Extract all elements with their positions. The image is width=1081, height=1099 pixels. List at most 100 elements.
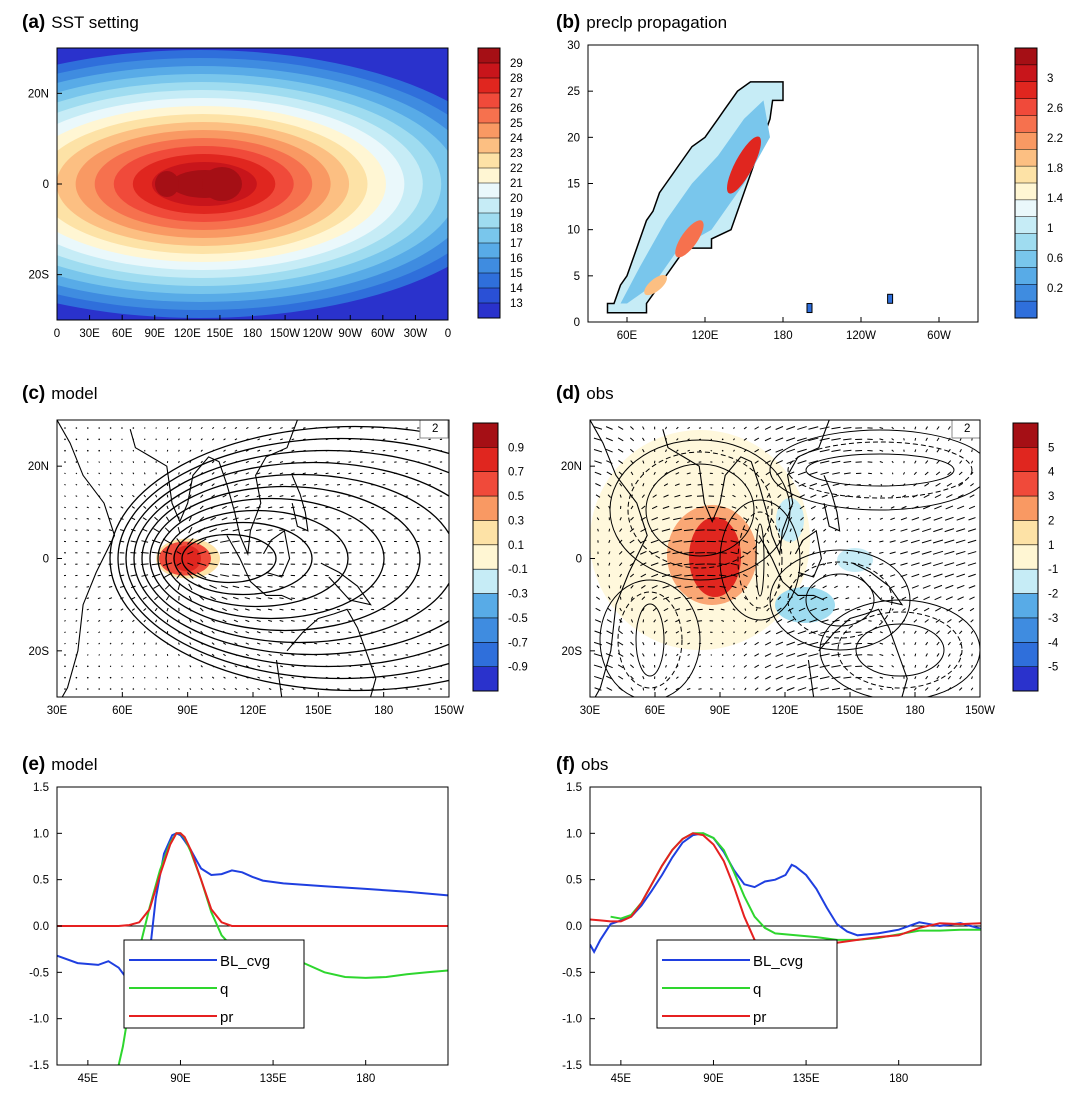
coastline xyxy=(850,420,851,421)
anomaly-contour xyxy=(635,603,665,677)
wind-vector xyxy=(302,608,307,611)
wind-vector xyxy=(936,653,940,657)
colorbar-swatch xyxy=(473,471,498,497)
wind-vector xyxy=(653,483,657,487)
colorbar-swatch xyxy=(1015,115,1037,133)
wind-vector xyxy=(891,483,894,486)
wind-vector xyxy=(935,482,941,487)
wind-vector xyxy=(246,687,249,691)
wind-vector xyxy=(630,516,634,521)
anomaly-contour xyxy=(117,437,449,680)
wind-vector xyxy=(891,631,894,634)
wind-vector xyxy=(901,596,907,600)
wind-vector xyxy=(189,676,192,679)
wind-vector xyxy=(650,562,659,566)
wind-vector xyxy=(64,676,66,679)
wind-vector xyxy=(819,426,830,430)
wind-vector xyxy=(946,619,952,623)
legend-label: q xyxy=(220,981,228,998)
wind-vector xyxy=(121,654,123,656)
wind-vector xyxy=(98,642,101,645)
wind-vector xyxy=(675,642,679,645)
wind-vector xyxy=(933,584,943,589)
wind-vector xyxy=(778,517,781,521)
wind-vector xyxy=(879,574,884,577)
wind-vector xyxy=(808,426,819,430)
wind-vector xyxy=(958,619,963,623)
wind-vector xyxy=(808,460,819,464)
wind-vector xyxy=(687,665,690,668)
wind-vector xyxy=(970,460,974,464)
colorbar-label: -5 xyxy=(1048,662,1058,674)
wind-vector xyxy=(313,495,318,497)
wind-vector xyxy=(664,471,668,475)
wind-vector xyxy=(178,630,180,634)
wind-vector xyxy=(630,596,634,600)
wind-vector xyxy=(245,472,250,475)
wind-vector xyxy=(880,483,883,486)
wind-vector xyxy=(891,653,895,657)
wind-vector xyxy=(187,562,194,566)
wind-vector xyxy=(607,494,611,498)
wind-vector xyxy=(280,438,283,441)
wind-vector xyxy=(685,597,693,600)
wind-vector xyxy=(75,449,78,452)
wind-vector xyxy=(97,586,101,588)
wind-vector xyxy=(914,664,917,668)
wind-vector xyxy=(596,585,600,589)
wind-vector xyxy=(686,631,691,634)
wind-vector xyxy=(809,607,817,612)
wind-vector xyxy=(665,449,667,453)
colorbar-label: 23 xyxy=(510,148,523,160)
wind-vector xyxy=(652,607,657,612)
wind-vector xyxy=(211,619,216,623)
wind-vector xyxy=(786,687,795,691)
wind-vector xyxy=(733,653,735,657)
wind-vector xyxy=(808,630,818,635)
wind-vector xyxy=(786,641,796,646)
wind-vector xyxy=(786,437,796,442)
wind-vector xyxy=(255,540,262,543)
wind-vector xyxy=(684,574,694,577)
wind-vector xyxy=(619,562,623,566)
coastline xyxy=(275,608,377,697)
colorbar-label: 16 xyxy=(510,253,523,265)
precip-moderate-high xyxy=(644,274,667,296)
x-tick-label: 150W xyxy=(434,705,464,717)
wind-vector xyxy=(595,494,601,498)
wind-vector xyxy=(764,426,772,430)
x-tick-label: 120E xyxy=(692,330,719,342)
wind-vector xyxy=(618,460,624,464)
coastline xyxy=(590,420,648,697)
wind-vector xyxy=(605,448,613,453)
wind-vector xyxy=(233,608,239,611)
colorbar-label: 0.6 xyxy=(1047,253,1063,265)
wind-vector xyxy=(605,437,613,442)
wind-vector xyxy=(676,438,679,441)
wind-vector xyxy=(223,687,226,691)
colorbar-swatch xyxy=(1015,183,1037,201)
colorbar-swatch xyxy=(473,447,498,473)
wind-vector xyxy=(200,687,203,691)
panel-frame-e: 45E 90E 135E 180 1.5 1.0 0.5 0.0 -0.5 -1.0 -1.5 xyxy=(29,782,449,1085)
wind-vector xyxy=(831,665,841,668)
panel-tag: (e) xyxy=(22,754,45,775)
wind-vector xyxy=(721,427,724,429)
wind-vector xyxy=(120,517,124,520)
wind-vector xyxy=(605,426,613,430)
wind-vector xyxy=(754,562,759,566)
wind-vector xyxy=(98,676,100,679)
wind-vector xyxy=(832,608,840,611)
wind-vector xyxy=(222,630,227,634)
wind-vector xyxy=(302,483,306,486)
wind-vector xyxy=(775,630,783,635)
precip-moderate xyxy=(620,100,770,304)
wind-vector xyxy=(64,665,66,668)
wind-vector xyxy=(630,426,634,430)
wind-vector xyxy=(968,517,976,521)
wind-vector xyxy=(789,539,792,544)
wind-vector xyxy=(86,688,89,690)
wind-vector xyxy=(765,471,771,476)
wind-vector xyxy=(879,551,884,554)
wind-vector xyxy=(234,460,238,464)
